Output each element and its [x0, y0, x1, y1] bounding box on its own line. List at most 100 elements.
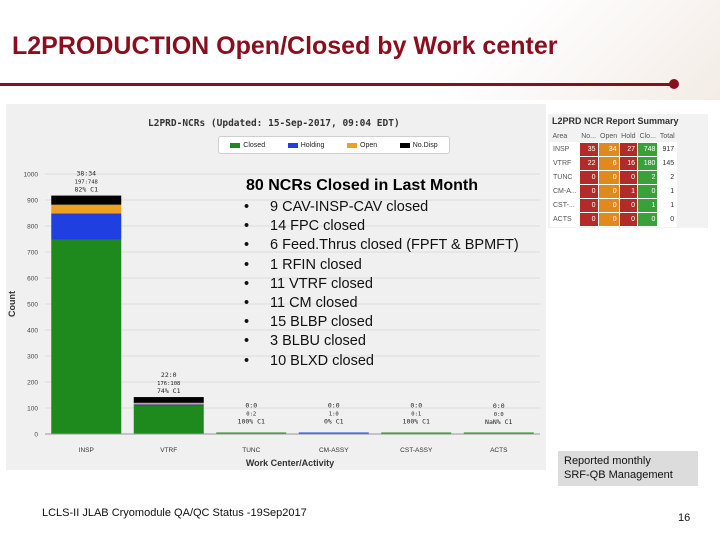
legend-item-nodisp[interactable]: No.Disp: [399, 141, 438, 149]
bullet: •: [244, 295, 250, 312]
column-header[interactable]: Hold: [621, 132, 636, 140]
column-header[interactable]: Total: [659, 132, 675, 140]
table-cell: 748: [637, 142, 659, 157]
x-tick-label: INSP: [79, 447, 94, 454]
legend-item-open[interactable]: Open: [347, 142, 377, 149]
bar-data-label: 0:0: [245, 401, 257, 409]
table-cell: 1: [618, 184, 639, 199]
table-cell: 1: [657, 198, 678, 213]
y-tick-label: 700: [27, 250, 38, 257]
bar-segment-closed: [51, 239, 122, 434]
note-line: SRF-QB Management: [564, 469, 673, 481]
bar-baseline: [463, 432, 534, 434]
legend-item-closed[interactable]: Closed: [230, 142, 265, 149]
bar-data-label: 0:0: [494, 412, 504, 418]
bullet: •: [244, 314, 250, 331]
table-cell: 35: [578, 142, 599, 157]
table-cell: 0: [578, 198, 599, 213]
legend-label: Open: [360, 141, 378, 149]
table-row: CM-A... 0 0 1 0 1: [550, 184, 678, 199]
list-item-text: 3 BLBU closed: [270, 333, 366, 350]
table-cell: 0: [578, 212, 599, 227]
bullet: •: [244, 256, 250, 273]
table-cell: 145: [657, 156, 678, 171]
table-row: TUNC 0 0 0 2 2: [550, 170, 678, 185]
list-item-text: 9 CAV-INSP-CAV closed: [270, 199, 429, 215]
column-header[interactable]: Clo...: [639, 132, 656, 140]
table-row: CST-... 0 0 0 1 1: [550, 198, 678, 213]
bar-data-label: 38:34: [76, 170, 96, 178]
table-cell: 34: [597, 142, 620, 157]
list-item-text: 6 Feed.Thrus closed (FPFT & BPMFT): [270, 237, 519, 254]
y-tick-label: 400: [27, 328, 38, 335]
title-rule-dot: [669, 79, 679, 89]
table-cell: 22: [578, 156, 599, 171]
y-tick-label: 100: [27, 406, 38, 413]
table-cell: 6: [597, 156, 620, 171]
x-tick-label: VTRF: [160, 447, 177, 454]
column-header[interactable]: Open: [600, 132, 618, 140]
bar-data-label: 0:0: [410, 402, 422, 410]
bar-segment-no-disp: [133, 397, 204, 403]
y-tick-label: 800: [27, 224, 38, 231]
report-note: Reported monthly SRF-QB Management: [558, 451, 698, 486]
bar-data-label: 100% C1: [403, 418, 430, 426]
bar-data-label: 100% C1: [238, 417, 265, 425]
bar-data-label: 0:2: [246, 411, 256, 417]
list-item-text: 15 BLBP closed: [270, 314, 373, 331]
bar-segment-no-disp: [51, 195, 122, 205]
list-item: • 6 Feed.Thrus closed (FPFT & BPMFT): [244, 236, 519, 255]
table-cell: 0: [578, 184, 599, 199]
table-row: VTRF 22 6 16 180 145: [550, 156, 678, 171]
bar-data-label: 1:0: [329, 412, 339, 418]
summary-header-row: Area No... Open Hold Clo... Total: [551, 130, 677, 143]
bar-data-label: 22:0: [161, 371, 177, 379]
bar-data-label: 197:748: [75, 180, 98, 186]
chart-legend: Closed Holding Open No.Disp: [218, 136, 450, 154]
table-cell: 2: [657, 170, 678, 185]
bar-segment-closed: [133, 405, 204, 434]
table-cell: 917: [657, 142, 678, 157]
bar-data-label: NaN% C1: [485, 418, 512, 426]
bar-segment-holding: [51, 213, 122, 240]
legend-swatch-holding: [287, 142, 298, 148]
legend-label: No.Disp: [412, 141, 438, 149]
area-cell: VTRF: [550, 156, 580, 171]
table-cell: 0: [618, 170, 639, 185]
bar-data-label: 0% C1: [324, 418, 344, 426]
list-item-text: 11 CM closed: [270, 295, 358, 312]
list-item-text: 1 RFIN closed: [270, 256, 362, 273]
table-cell: 0: [597, 170, 620, 185]
area-cell: CM-A...: [550, 184, 580, 199]
list-item: • 3 BLBU closed: [244, 332, 519, 351]
bar-baseline: [298, 432, 369, 434]
legend-item-holding[interactable]: Holding: [287, 141, 325, 149]
column-header[interactable]: Area: [552, 132, 568, 140]
bullet: •: [244, 333, 250, 350]
y-tick-label: 900: [27, 198, 38, 205]
y-axis-label: Count: [7, 291, 17, 317]
closed-ncr-list: • 9 CAV-INSP-CAV closed • 14 FPC closed • 6…: [244, 198, 519, 371]
slide-title: L2PRODUCTION Open/Closed by Work center: [12, 32, 558, 60]
legend-label: Holding: [300, 141, 325, 149]
bullet: •: [244, 275, 250, 292]
table-row: INSP 35 34 27 748 917: [550, 142, 678, 157]
list-item-text: 14 FPC closed: [270, 218, 366, 235]
table-cell: 2: [637, 170, 659, 185]
bar-segment-holding: [133, 404, 204, 406]
column-header[interactable]: No...: [581, 132, 597, 140]
bar-data-label: 74% C1: [157, 387, 181, 395]
list-item-text: 11 VTRF closed: [270, 275, 373, 292]
table-cell: 180: [637, 156, 659, 171]
legend-swatch-closed: [230, 142, 241, 148]
list-item-text: 10 BLXD closed: [270, 352, 374, 369]
list-item: • 14 FPC closed: [244, 217, 519, 236]
table-cell: 0: [657, 212, 678, 227]
bar-segment-open: [133, 402, 204, 405]
bar-data-label: 0:0: [328, 402, 340, 410]
page-number: 16: [678, 512, 691, 524]
table-cell: 0: [637, 212, 659, 227]
x-tick-label: CM-ASSY: [319, 447, 349, 454]
list-item: • 10 BLXD closed: [244, 352, 519, 371]
